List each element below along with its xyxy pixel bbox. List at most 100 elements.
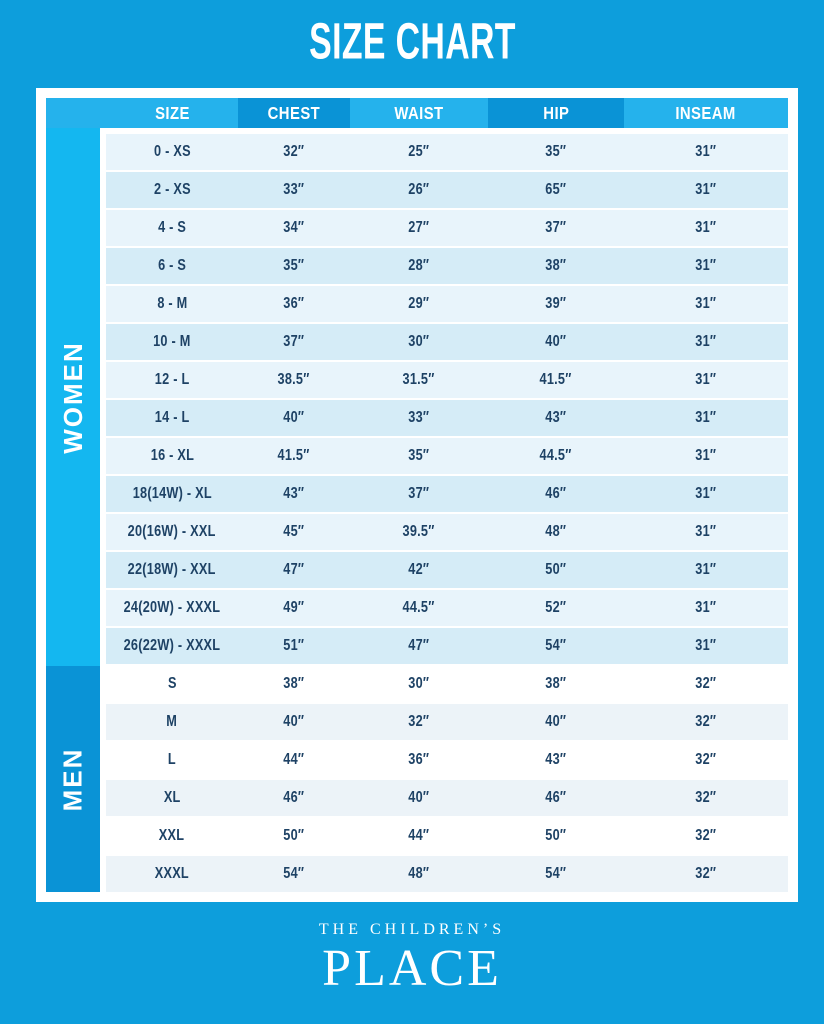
table-cell: 37″ (238, 324, 350, 360)
measurement-value: 40″ (408, 789, 430, 806)
measurement-value: 51″ (283, 637, 305, 654)
table-cell: 2 - XS (106, 172, 238, 208)
table-cell: XXXL (106, 856, 238, 892)
table-row: S 38″ 30″ 38″ 32″ (106, 666, 788, 702)
table-cell: 48″ (350, 856, 488, 892)
table-cell: 40″ (488, 704, 624, 740)
table-cell: 52″ (488, 590, 624, 626)
table-cell: 31″ (624, 438, 788, 474)
column-header-inseam-label: INSEAM (675, 102, 737, 123)
table-cell: 47″ (350, 628, 488, 664)
measurement-value: 39.5″ (402, 523, 436, 540)
measurement-value: 32″ (695, 751, 717, 768)
measurement-value: 39″ (545, 295, 567, 312)
measurement-value: 45″ (283, 523, 305, 540)
table-cell: 44.5″ (488, 438, 624, 474)
measurement-value: 37″ (408, 485, 430, 502)
section-label-women: WOMEN (57, 340, 88, 454)
table-cell: 32″ (624, 666, 788, 702)
measurement-value: 52″ (545, 599, 567, 616)
table-row: 16 - XL 41.5″ 35″ 44.5″ 31″ (106, 438, 788, 474)
measurement-value: 37″ (283, 333, 305, 350)
measurement-value: 42″ (408, 561, 430, 578)
measurement-value: 31″ (695, 637, 717, 654)
table-cell: 48″ (488, 514, 624, 550)
page-title-text: SIZE CHART (308, 11, 516, 70)
measurement-value: 27″ (408, 219, 430, 236)
table-cell: 44″ (238, 742, 350, 778)
table-cell: 31″ (624, 400, 788, 436)
table-cell: 65″ (488, 172, 624, 208)
table-cell: 50″ (488, 552, 624, 588)
table-cell: 38″ (488, 666, 624, 702)
table-cell: 31.5″ (350, 362, 488, 398)
table-body: 0 - XS 32″ 25″ 35″ 31″ 2 - XS 33″ 26″ 65″ 31″ 4 - … (106, 134, 788, 892)
table-row: 0 - XS 32″ 25″ 35″ 31″ (106, 134, 788, 170)
table-cell: S (106, 666, 238, 702)
measurement-value: 32″ (695, 865, 717, 882)
table-cell: 40″ (238, 400, 350, 436)
measurement-value: 31″ (695, 371, 717, 388)
page-title: SIZE CHART (0, 11, 824, 70)
table-row: 20(16W) - XXL 45″ 39.5″ 48″ 31″ (106, 514, 788, 550)
brand-logo-line2: PLACE (322, 940, 502, 997)
size-label: 18(14W) - XL (132, 485, 212, 502)
table-cell: 30″ (350, 666, 488, 702)
table-cell: 38″ (238, 666, 350, 702)
size-label: 10 - M (153, 333, 191, 350)
table-cell: 10 - M (106, 324, 238, 360)
table-row: XXXL 54″ 48″ 54″ 32″ (106, 856, 788, 892)
size-label: 20(16W) - XXL (128, 523, 216, 540)
measurement-value: 50″ (283, 827, 305, 844)
table-cell: 31″ (624, 552, 788, 588)
table-row: 8 - M 36″ 29″ 39″ 31″ (106, 286, 788, 322)
table-cell: 31″ (624, 476, 788, 512)
measurement-value: 44.5″ (539, 447, 573, 464)
size-label: 16 - XL (150, 447, 194, 464)
table-cell: 31″ (624, 628, 788, 664)
table-cell: 46″ (488, 780, 624, 816)
table-cell: 43″ (488, 742, 624, 778)
measurement-value: 31″ (695, 599, 717, 616)
table-cell: 32″ (624, 742, 788, 778)
measurement-value: 30″ (408, 675, 430, 692)
measurement-value: 43″ (545, 751, 567, 768)
table-row: 24(20W) - XXXL 49″ 44.5″ 52″ 31″ (106, 590, 788, 626)
table-cell: 31″ (624, 324, 788, 360)
size-label: M (166, 713, 178, 730)
table-cell: 36″ (238, 286, 350, 322)
measurement-value: 32″ (408, 713, 430, 730)
size-label: 24(20W) - XXXL (123, 599, 221, 616)
table-cell: L (106, 742, 238, 778)
measurement-value: 26″ (408, 181, 430, 198)
table-row: 4 - S 34″ 27″ 37″ 31″ (106, 210, 788, 246)
measurement-value: 40″ (545, 333, 567, 350)
table-cell: 50″ (238, 818, 350, 854)
table-row: XL 46″ 40″ 46″ 32″ (106, 780, 788, 816)
table-row: 14 - L 40″ 33″ 43″ 31″ (106, 400, 788, 436)
table-cell: 54″ (488, 628, 624, 664)
table-cell: 33″ (238, 172, 350, 208)
table-cell: 46″ (488, 476, 624, 512)
section-men: MEN (46, 666, 100, 892)
table-cell: 54″ (488, 856, 624, 892)
measurement-value: 35″ (283, 257, 305, 274)
size-label: XXXL (154, 865, 190, 882)
measurement-value: 38.5″ (277, 371, 311, 388)
table-cell: 32″ (624, 856, 788, 892)
measurement-value: 31″ (695, 561, 717, 578)
column-header-hip-label: HIP (542, 102, 570, 123)
table-cell: 28″ (350, 248, 488, 284)
table-cell: 35″ (350, 438, 488, 474)
brand-logo-line1: THE CHILDREN’S (318, 921, 506, 938)
measurement-value: 31″ (695, 143, 717, 160)
table-cell: 31″ (624, 134, 788, 170)
measurement-value: 48″ (408, 865, 430, 882)
column-header-inseam: INSEAM (624, 98, 788, 128)
table-cell: 35″ (238, 248, 350, 284)
table-cell: 33″ (350, 400, 488, 436)
table-cell: 22(18W) - XXL (106, 552, 238, 588)
table-cell: 43″ (238, 476, 350, 512)
table-cell: 26(22W) - XXXL (106, 628, 238, 664)
size-label: 14 - L (154, 409, 190, 426)
